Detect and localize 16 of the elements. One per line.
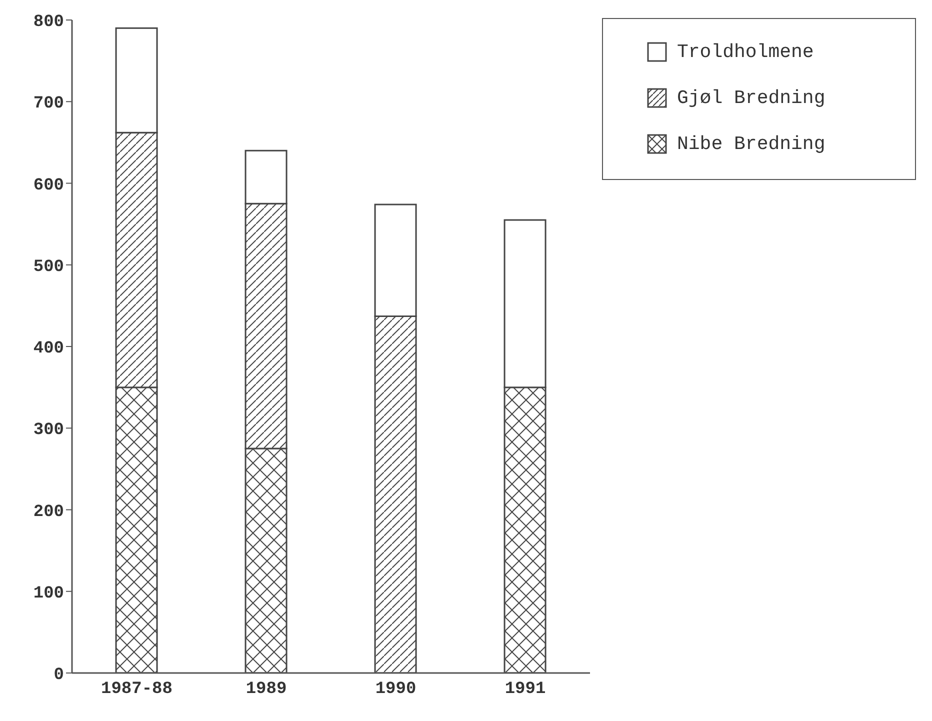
y-tick-label: 800 bbox=[33, 13, 64, 32]
y-tick-label: 700 bbox=[33, 94, 64, 114]
text: Nibe Bredning bbox=[677, 133, 826, 155]
x-tick-label: 1990 bbox=[375, 680, 416, 700]
y-tick-label: 100 bbox=[33, 584, 64, 604]
y-tick-label: 600 bbox=[33, 176, 64, 196]
x-tick-label: 1991 bbox=[504, 680, 546, 700]
text: Gjøl Bredning bbox=[677, 87, 826, 109]
x-tick-label: 1987-88 bbox=[101, 680, 172, 700]
y-tick-label: 200 bbox=[33, 502, 64, 522]
text: Troldholmene bbox=[677, 41, 814, 63]
y-tick-label: 500 bbox=[33, 258, 64, 277]
y-tick-label: 0 bbox=[54, 666, 64, 686]
x-tick-label: 1989 bbox=[246, 680, 287, 700]
y-tick-label: 400 bbox=[33, 340, 64, 359]
y-tick-label: 300 bbox=[33, 421, 64, 440]
